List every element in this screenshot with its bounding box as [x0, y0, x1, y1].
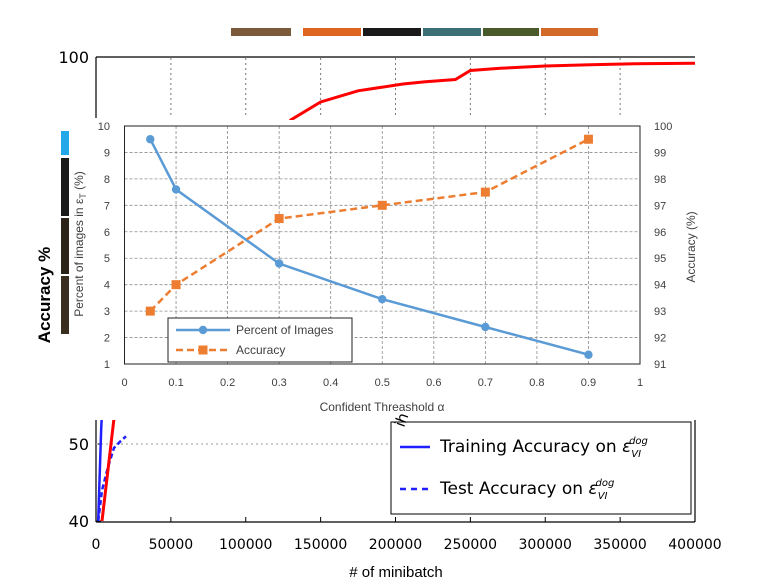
inset-left-tick-label: 10: [98, 121, 110, 133]
inset-data-point: [377, 200, 387, 210]
inset-data-point: [171, 185, 181, 194]
inset-x-tick-label: 0.4: [323, 377, 338, 389]
thumbnail-image: [61, 158, 69, 216]
background-x-tick-label: 150000: [294, 537, 347, 553]
background-y-tick-label: 40: [69, 512, 89, 531]
inset-data-point: [583, 134, 593, 144]
inset-left-tick-label: 9: [104, 147, 110, 159]
inset-right-tick-label: 94: [654, 280, 666, 292]
inset-plot-frame: [124, 125, 641, 365]
inset-data-point: [146, 135, 155, 144]
inset-right-tick-label: 97: [654, 200, 666, 212]
inset-data-point: [171, 280, 181, 290]
inset-data-point: [274, 259, 284, 268]
inset-x-tick-label: 0.3: [272, 377, 287, 389]
thumbnail-image: [423, 28, 481, 36]
inset-left-tick-label: 2: [104, 333, 110, 345]
inset-x-tick-label: 1: [637, 377, 643, 389]
inset-legend-marker: [198, 325, 208, 335]
background-series-line: [96, 420, 103, 522]
inset-right-tick-label: 99: [654, 147, 666, 159]
background-plot: 0 50000 100000 150000 200000 250000 300000 3500…: [58, 48, 721, 553]
side-image-thumbnails: [61, 131, 69, 334]
inset-x-tick-label: 0.2: [220, 377, 235, 389]
inset-left-axis-label: Percent of images in εT (%): [72, 171, 88, 317]
inset-left-tick-label: 8: [104, 174, 110, 186]
background-legend: Training Accuracy on εVIdog Test Accuracy…: [390, 421, 692, 515]
inset-left-tick-label: 6: [104, 227, 110, 239]
background-x-tick-label: 50000: [149, 537, 194, 553]
inset-right-tick-label: 91: [654, 359, 666, 371]
thumbnail-image: [61, 131, 69, 155]
inset-data-point: [480, 187, 490, 197]
background-x-tick-label: 250000: [444, 537, 497, 553]
background-series-line: [96, 435, 127, 522]
background-x-tick-label: 200000: [369, 537, 422, 553]
background-y-tick-label: 100: [58, 48, 89, 67]
thumbnail-image: [61, 218, 69, 274]
inset-x-tick-label: 0.9: [581, 377, 596, 389]
inset-series-line: [149, 138, 589, 356]
inset-x-tick-label: 0.7: [478, 377, 493, 389]
thumbnail-image: [231, 28, 291, 36]
thumbnail-image: [303, 28, 361, 36]
background-x-tick-label: 100000: [219, 537, 272, 553]
inset-right-axis-label: Accuracy (%): [684, 211, 698, 282]
background-legend-label: Training Accuracy on εVIdog: [439, 436, 648, 460]
inset-x-axis-label: Confident Threashold α: [320, 400, 445, 414]
inset-data-point: [481, 322, 490, 332]
inset-x-tick-label: 0.8: [529, 377, 544, 389]
inset-plot: 0 0.1 0.2 0.3 0.4 0.5 0.6 0.7 0.8 0.9 1 1 2 3 4 5 6 7 8 9 10…: [98, 121, 673, 389]
inset-x-tick-label: 0: [121, 377, 127, 389]
background-legend-label: Test Accuracy on εVIdog: [439, 478, 614, 502]
inset-legend-marker: [198, 345, 208, 355]
inset-left-tick-label: 4: [104, 280, 110, 292]
background-y-axis-label: Accuracy %: [35, 247, 54, 343]
background-legend-box: [390, 421, 692, 515]
inset-left-tick-label: 1: [104, 359, 110, 371]
inset-left-tick-label: 7: [104, 200, 110, 212]
inset-series-line: [149, 138, 590, 312]
thumbnail-image: [541, 28, 598, 36]
inset-data-point: [274, 214, 284, 224]
background-y-tick-label: 50: [69, 435, 89, 454]
thumbnail-image: [61, 276, 69, 334]
thumbnail-image: [483, 28, 539, 36]
inset-legend-box: [167, 317, 353, 363]
background-x-axis-label: # of minibatch: [349, 564, 442, 581]
inset-right-tick-label: 96: [654, 227, 666, 239]
image-thumbnail-strip: [231, 28, 598, 36]
inset-x-tick-label: 0.6: [426, 377, 441, 389]
background-x-tick-label: 0: [92, 537, 101, 553]
inset-legend: Percent of Images Accuracy: [167, 317, 353, 363]
background-x-tick-label: 400000: [668, 537, 721, 553]
inset-right-tick-label: 92: [654, 333, 666, 345]
inset-left-tick-label: 5: [104, 253, 110, 265]
background-x-tick-label: 350000: [593, 537, 646, 553]
background-partial-text: ih: [391, 410, 413, 429]
background-x-tick-label: 300000: [519, 537, 572, 553]
inset-data-point: [145, 306, 155, 316]
background-series-line: [288, 61, 695, 120]
inset-right-tick-label: 98: [654, 174, 666, 186]
inset-x-tick-label: 0.5: [375, 377, 390, 389]
inset-x-tick-label: 0.1: [168, 377, 183, 389]
inset-data-point: [378, 295, 387, 304]
inset-right-tick-label: 95: [654, 253, 666, 265]
inset-legend-label: Accuracy: [236, 343, 285, 357]
inset-right-tick-label: 100: [654, 121, 672, 133]
inset-right-tick-label: 93: [654, 306, 666, 318]
inset-left-tick-label: 3: [104, 306, 110, 318]
inset-data-point: [584, 350, 593, 359]
thumbnail-image: [363, 28, 421, 36]
inset-legend-label: Percent of Images: [236, 323, 333, 337]
